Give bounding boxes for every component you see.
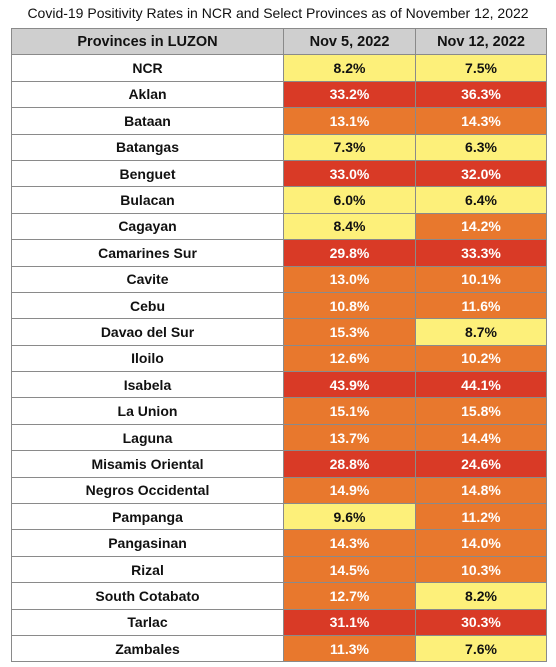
table-row: NCR 8.2% 7.5%: [11, 54, 547, 82]
nov5-cell: 13.1%: [283, 107, 416, 135]
nov5-cell: 29.8%: [283, 239, 416, 267]
nov5-cell: 8.4%: [283, 212, 416, 241]
table-row: Zambales 11.3% 7.6%: [11, 634, 547, 663]
province-cell: Bataan: [11, 107, 284, 135]
nov12-cell: 44.1%: [415, 371, 547, 399]
nov12-cell: 7.5%: [415, 54, 547, 82]
province-cell: Negros Occidental: [11, 476, 284, 505]
province-cell: Tarlac: [11, 608, 284, 636]
province-cell: Batangas: [11, 133, 284, 161]
table-row: Batangas 7.3% 6.3%: [11, 133, 547, 161]
table-row: Misamis Oriental 28.8% 24.6%: [11, 450, 547, 478]
nov12-cell: 8.7%: [415, 318, 547, 346]
province-cell: Pampanga: [11, 503, 284, 531]
table-row: Cebu 10.8% 11.6%: [11, 291, 547, 320]
nov5-cell: 8.2%: [283, 54, 416, 82]
province-cell: Zambales: [11, 634, 284, 663]
nov5-cell: 13.0%: [283, 265, 416, 293]
nov12-cell: 14.8%: [415, 476, 547, 505]
nov5-cell: 15.1%: [283, 397, 416, 425]
header-nov5: Nov 5, 2022: [283, 27, 416, 56]
province-cell: Pangasinan: [11, 529, 284, 557]
nov12-cell: 14.3%: [415, 107, 547, 135]
table-row: Davao del Sur 15.3% 8.7%: [11, 318, 547, 346]
province-cell: Davao del Sur: [11, 318, 284, 346]
province-cell: Cagayan: [11, 212, 284, 241]
table-row: Cagayan 8.4% 14.2%: [11, 212, 547, 241]
province-cell: Bulacan: [11, 186, 284, 214]
nov5-cell: 14.5%: [283, 555, 416, 584]
nov5-cell: 33.0%: [283, 159, 416, 188]
nov5-cell: 33.2%: [283, 80, 416, 109]
table-row: South Cotabato 12.7% 8.2%: [11, 582, 547, 610]
province-cell: Cebu: [11, 291, 284, 320]
province-cell: La Union: [11, 397, 284, 425]
nov5-cell: 12.6%: [283, 344, 416, 373]
nov12-cell: 11.2%: [415, 503, 547, 531]
positivity-table: Provinces in LUZON Nov 5, 2022 Nov 12, 2…: [11, 27, 547, 663]
nov12-cell: 10.3%: [415, 555, 547, 584]
nov5-cell: 15.3%: [283, 318, 416, 346]
nov5-cell: 10.8%: [283, 291, 416, 320]
nov12-cell: 30.3%: [415, 608, 547, 636]
table-row: Pangasinan 14.3% 14.0%: [11, 529, 547, 557]
province-cell: Isabela: [11, 371, 284, 399]
province-cell: NCR: [11, 54, 284, 82]
province-cell: Iloilo: [11, 344, 284, 373]
table-row: Camarines Sur 29.8% 33.3%: [11, 239, 547, 267]
province-cell: Rizal: [11, 555, 284, 584]
nov12-cell: 32.0%: [415, 159, 547, 188]
province-cell: Benguet: [11, 159, 284, 188]
province-cell: South Cotabato: [11, 582, 284, 610]
table-row: Benguet 33.0% 32.0%: [11, 159, 547, 188]
province-cell: Aklan: [11, 80, 284, 109]
nov12-cell: 6.4%: [415, 186, 547, 214]
nov12-cell: 14.4%: [415, 423, 547, 452]
table-row: La Union 15.1% 15.8%: [11, 397, 547, 425]
nov5-cell: 13.7%: [283, 423, 416, 452]
nov12-cell: 33.3%: [415, 239, 547, 267]
nov12-cell: 10.1%: [415, 265, 547, 293]
chart-title: Covid-19 Positivity Rates in NCR and Sel…: [27, 5, 529, 21]
nov5-cell: 31.1%: [283, 608, 416, 636]
nov5-cell: 14.3%: [283, 529, 416, 557]
table-row: Iloilo 12.6% 10.2%: [11, 344, 547, 373]
province-cell: Cavite: [11, 265, 284, 293]
nov5-cell: 12.7%: [283, 582, 416, 610]
nov12-cell: 8.2%: [415, 582, 547, 610]
nov12-cell: 10.2%: [415, 344, 547, 373]
table-row: Bulacan 6.0% 6.4%: [11, 186, 547, 214]
nov5-cell: 28.8%: [283, 450, 416, 478]
table-row: Laguna 13.7% 14.4%: [11, 423, 547, 452]
header-province: Provinces in LUZON: [11, 27, 284, 56]
province-cell: Camarines Sur: [11, 239, 284, 267]
province-cell: Misamis Oriental: [11, 450, 284, 478]
nov5-cell: 6.0%: [283, 186, 416, 214]
table-row: Bataan 13.1% 14.3%: [11, 107, 547, 135]
nov5-cell: 7.3%: [283, 133, 416, 161]
nov12-cell: 15.8%: [415, 397, 547, 425]
table-body: NCR 8.2% 7.5% Aklan 33.2% 36.3% Bataan 13.1% 14.…: [11, 54, 547, 663]
table-row: Negros Occidental 14.9% 14.8%: [11, 476, 547, 505]
nov5-cell: 9.6%: [283, 503, 416, 531]
nov5-cell: 11.3%: [283, 634, 416, 663]
nov5-cell: 43.9%: [283, 371, 416, 399]
table-row: Cavite 13.0% 10.1%: [11, 265, 547, 293]
nov12-cell: 24.6%: [415, 450, 547, 478]
table-row: Pampanga 9.6% 11.2%: [11, 503, 547, 531]
nov12-cell: 11.6%: [415, 291, 547, 320]
nov12-cell: 36.3%: [415, 80, 547, 109]
header-nov12: Nov 12, 2022: [415, 27, 547, 56]
table-row: Aklan 33.2% 36.3%: [11, 80, 547, 109]
table-row: Isabela 43.9% 44.1%: [11, 371, 547, 399]
province-cell: Laguna: [11, 423, 284, 452]
nov12-cell: 7.6%: [415, 634, 547, 663]
nov12-cell: 14.0%: [415, 529, 547, 557]
table-row: Tarlac 31.1% 30.3%: [11, 608, 547, 636]
nov12-cell: 14.2%: [415, 212, 547, 241]
nov12-cell: 6.3%: [415, 133, 547, 161]
nov5-cell: 14.9%: [283, 476, 416, 505]
table-row: Rizal 14.5% 10.3%: [11, 555, 547, 584]
header-row: Provinces in LUZON Nov 5, 2022 Nov 12, 2…: [11, 27, 547, 56]
